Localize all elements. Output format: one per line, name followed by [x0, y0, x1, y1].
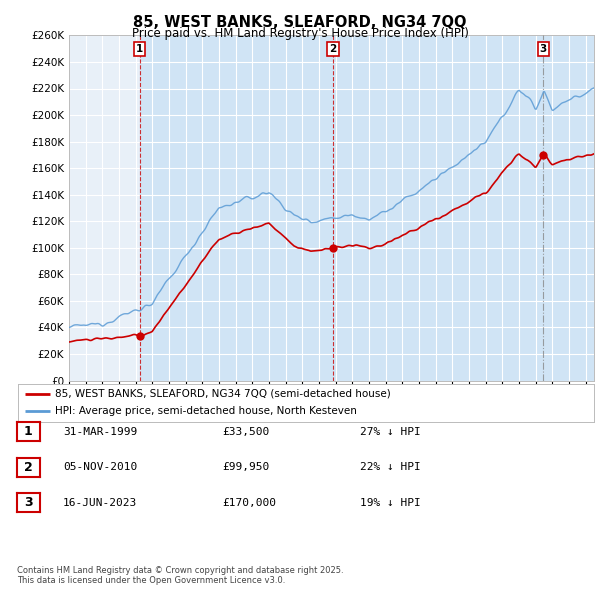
Text: 3: 3: [24, 496, 32, 509]
Bar: [544, 35, 594, 381]
Text: 22% ↓ HPI: 22% ↓ HPI: [360, 463, 421, 472]
Text: HPI: Average price, semi-detached house, North Kesteven: HPI: Average price, semi-detached house,…: [55, 407, 358, 417]
Text: 19% ↓ HPI: 19% ↓ HPI: [360, 498, 421, 507]
Text: 85, WEST BANKS, SLEAFORD, NG34 7QQ: 85, WEST BANKS, SLEAFORD, NG34 7QQ: [133, 15, 467, 30]
Text: 27% ↓ HPI: 27% ↓ HPI: [360, 427, 421, 437]
Text: 85, WEST BANKS, SLEAFORD, NG34 7QQ (semi-detached house): 85, WEST BANKS, SLEAFORD, NG34 7QQ (semi…: [55, 389, 391, 399]
Text: 05-NOV-2010: 05-NOV-2010: [63, 463, 137, 472]
Text: 2: 2: [24, 461, 32, 474]
Text: £170,000: £170,000: [222, 498, 276, 507]
Text: 1: 1: [24, 425, 32, 438]
Text: Price paid vs. HM Land Registry's House Price Index (HPI): Price paid vs. HM Land Registry's House …: [131, 27, 469, 40]
Bar: [140, 35, 333, 381]
Text: 2: 2: [329, 44, 337, 54]
Bar: [333, 35, 544, 381]
Text: 1: 1: [136, 44, 143, 54]
Text: Contains HM Land Registry data © Crown copyright and database right 2025.
This d: Contains HM Land Registry data © Crown c…: [17, 566, 343, 585]
Text: 31-MAR-1999: 31-MAR-1999: [63, 427, 137, 437]
Text: 16-JUN-2023: 16-JUN-2023: [63, 498, 137, 507]
Text: £99,950: £99,950: [222, 463, 269, 472]
Text: 3: 3: [540, 44, 547, 54]
Text: £33,500: £33,500: [222, 427, 269, 437]
